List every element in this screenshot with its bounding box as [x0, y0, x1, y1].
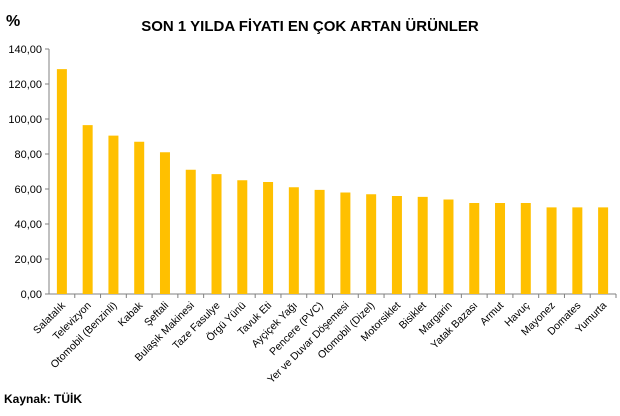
bar [598, 207, 609, 294]
bar [314, 189, 325, 294]
x-tick-label: Kabak [116, 299, 146, 329]
bar [469, 203, 480, 294]
y-tick-label: 0,00 [21, 289, 42, 301]
bar [108, 135, 119, 294]
bar [56, 69, 67, 294]
x-tick-label: Armut [478, 300, 506, 328]
bar [185, 169, 196, 294]
bar [134, 141, 145, 294]
bar [211, 174, 222, 294]
bar [340, 192, 351, 294]
y-tick-label: 60,00 [14, 184, 42, 196]
bar [495, 203, 506, 294]
y-tick-label: 140,00 [8, 44, 42, 56]
y-tick-label: 80,00 [14, 149, 42, 161]
y-tick-label: 120,00 [8, 79, 42, 91]
bar [288, 187, 299, 294]
bar [391, 196, 402, 294]
bar [82, 125, 93, 294]
bar [263, 182, 274, 294]
y-axis-unit-label: % [6, 13, 21, 30]
bar [159, 152, 170, 294]
y-tick-label: 40,00 [14, 219, 42, 231]
bar [443, 199, 454, 294]
bar [237, 180, 248, 294]
chart-title: SON 1 YILDA FİYATI EN ÇOK ARTAN ÜRÜNLER [141, 18, 479, 35]
y-tick-label: 100,00 [8, 114, 42, 126]
bar [546, 207, 557, 294]
bar [572, 207, 583, 294]
bar [366, 194, 377, 294]
bar [417, 196, 428, 294]
bar [520, 203, 531, 294]
source-label: Kaynak: TÜİK [4, 392, 83, 406]
y-tick-label: 20,00 [14, 254, 42, 266]
